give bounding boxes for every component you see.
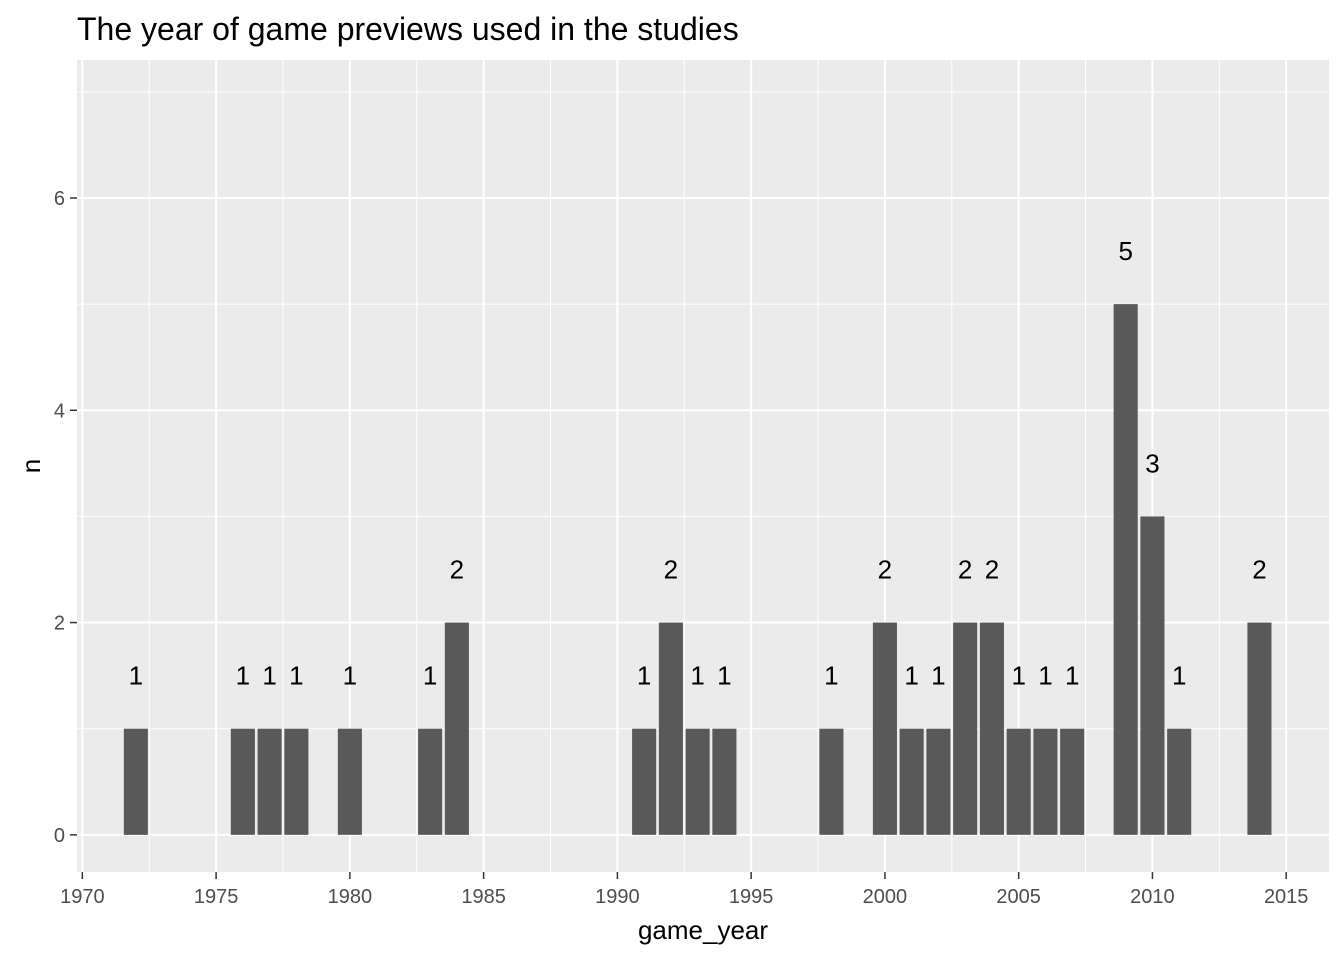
y-tick-label: 0	[54, 825, 65, 847]
bar	[337, 728, 362, 835]
bar	[1113, 304, 1138, 835]
bar-value-label: 1	[262, 661, 276, 691]
x-tick-label: 1995	[729, 886, 774, 908]
bar	[418, 728, 443, 835]
bar-value-label: 1	[690, 661, 704, 691]
x-axis-title: game_year	[638, 915, 768, 945]
bar-value-label: 1	[717, 661, 731, 691]
bar	[819, 728, 844, 835]
x-tick-label: 1975	[194, 886, 239, 908]
x-tick-label: 2015	[1264, 886, 1309, 908]
x-tick-label: 2010	[1130, 886, 1175, 908]
bar	[926, 728, 951, 835]
x-tick-label: 2005	[996, 886, 1041, 908]
x-tick-label: 1985	[461, 886, 506, 908]
bar	[123, 728, 148, 835]
bar	[979, 622, 1004, 835]
bar	[284, 728, 309, 835]
x-tick-label: 1980	[328, 886, 373, 908]
bar-value-label: 1	[423, 661, 437, 691]
bar-value-label: 2	[1252, 554, 1266, 584]
bar	[899, 728, 924, 835]
x-axis: 1970 1975 1980 1985 1990 1995 2000 2005 2010 2015	[60, 872, 1308, 908]
y-axis: 0 2 4 6	[54, 188, 77, 847]
bar	[658, 622, 683, 835]
bar	[1033, 728, 1058, 835]
chart-title: The year of game previews used in the st…	[77, 11, 739, 47]
bar-value-label: 2	[958, 554, 972, 584]
y-tick-label: 4	[54, 400, 65, 422]
bar	[685, 728, 710, 835]
bar	[712, 728, 737, 835]
bars	[123, 304, 1272, 835]
bar-value-label: 1	[1038, 661, 1052, 691]
bar	[953, 622, 978, 835]
bar	[1006, 728, 1031, 835]
bar-value-label: 1	[236, 661, 250, 691]
bar-value-label: 2	[664, 554, 678, 584]
bar-value-label: 1	[824, 661, 838, 691]
bar-value-label: 1	[289, 661, 303, 691]
bar-value-label: 1	[343, 661, 357, 691]
bar-value-label: 2	[878, 554, 892, 584]
y-tick-label: 6	[54, 188, 65, 210]
bar-value-label: 1	[1065, 661, 1079, 691]
bar	[257, 728, 282, 835]
bar	[230, 728, 255, 835]
bar-value-label: 1	[904, 661, 918, 691]
bar	[872, 622, 897, 835]
bar-value-label: 1	[931, 661, 945, 691]
bar	[632, 728, 657, 835]
y-axis-title: n	[16, 459, 46, 473]
bar-value-label: 2	[985, 554, 999, 584]
x-tick-label: 1970	[60, 886, 105, 908]
bar	[1140, 516, 1165, 835]
x-tick-label: 2000	[863, 886, 908, 908]
bar-value-label: 1	[129, 661, 143, 691]
x-tick-label: 1990	[595, 886, 640, 908]
bar-value-label: 1	[1011, 661, 1025, 691]
bar-value-label: 2	[450, 554, 464, 584]
bar	[1167, 728, 1192, 835]
bar	[444, 622, 469, 835]
bar-value-label: 3	[1145, 448, 1159, 478]
bar	[1060, 728, 1085, 835]
bar-value-label: 1	[637, 661, 651, 691]
bar-value-label: 5	[1118, 236, 1132, 266]
bar-value-label: 1	[1172, 661, 1186, 691]
y-tick-label: 2	[54, 613, 65, 635]
bar	[1247, 622, 1272, 835]
